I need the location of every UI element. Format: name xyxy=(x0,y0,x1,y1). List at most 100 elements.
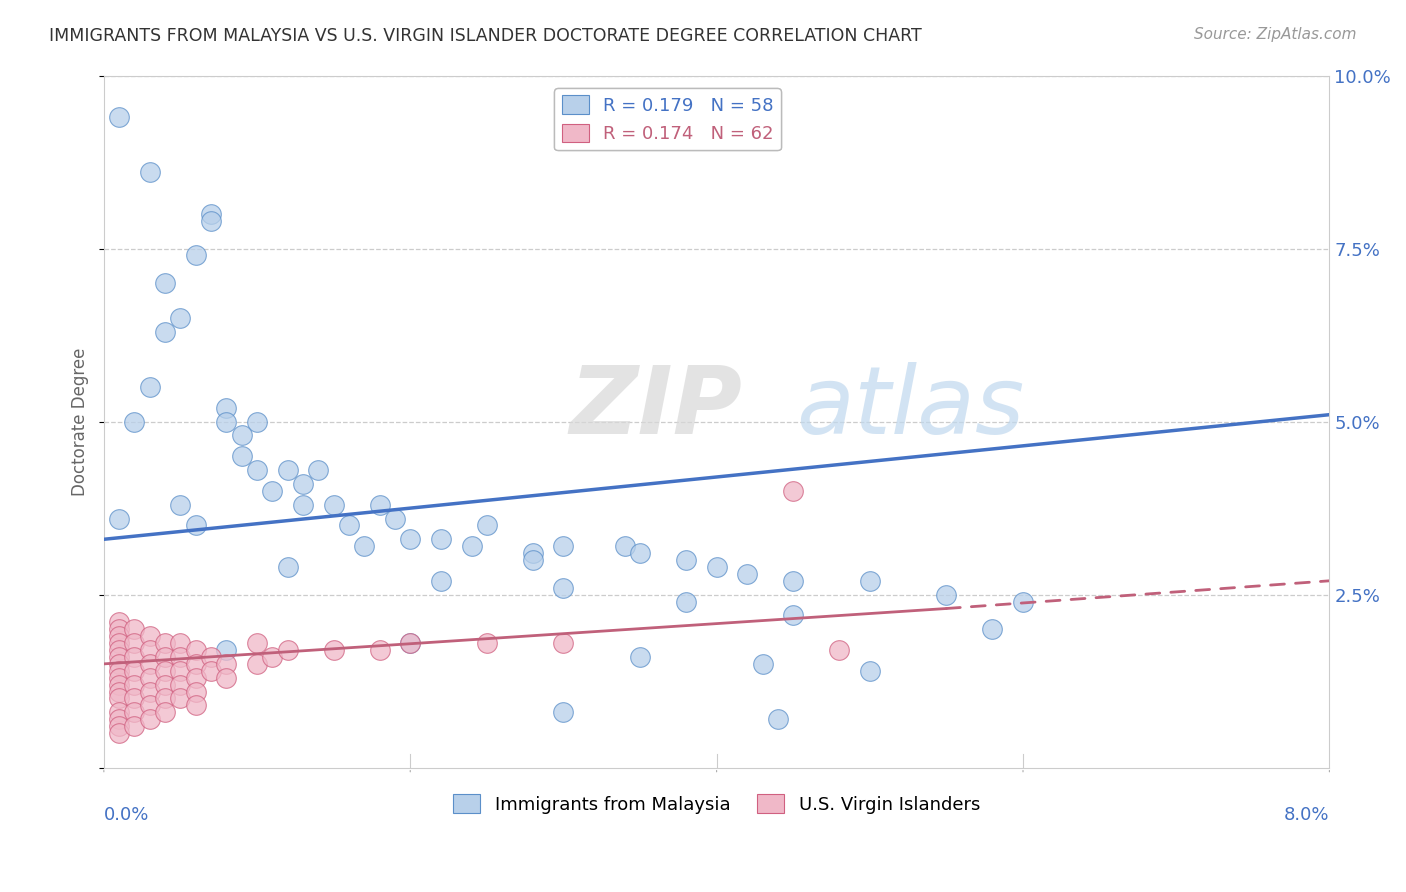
Point xyxy=(751,657,773,671)
Point xyxy=(246,636,269,650)
Point xyxy=(353,539,375,553)
Point xyxy=(553,539,575,553)
Point xyxy=(169,636,191,650)
Point xyxy=(139,629,162,643)
Point xyxy=(108,664,131,678)
Point xyxy=(322,498,344,512)
Point xyxy=(169,649,191,664)
Point xyxy=(246,415,269,429)
Point xyxy=(706,560,728,574)
Point xyxy=(169,498,191,512)
Point xyxy=(108,622,131,636)
Point xyxy=(277,643,299,657)
Point xyxy=(153,691,176,706)
Point xyxy=(215,401,238,415)
Point xyxy=(184,643,207,657)
Point xyxy=(184,684,207,698)
Point xyxy=(108,110,131,124)
Point xyxy=(735,566,758,581)
Point xyxy=(124,415,146,429)
Point xyxy=(139,165,162,179)
Legend: R = 0.179   N = 58, R = 0.174   N = 62: R = 0.179 N = 58, R = 0.174 N = 62 xyxy=(554,88,780,150)
Point xyxy=(153,325,176,339)
Point xyxy=(124,678,146,692)
Point xyxy=(430,574,453,588)
Point xyxy=(108,657,131,671)
Point xyxy=(153,706,176,720)
Point xyxy=(153,649,176,664)
Point xyxy=(292,498,315,512)
Point xyxy=(215,657,238,671)
Point xyxy=(1012,594,1035,608)
Point xyxy=(153,276,176,290)
Point xyxy=(108,719,131,733)
Point xyxy=(399,636,422,650)
Point xyxy=(231,449,253,463)
Point xyxy=(522,553,544,567)
Point xyxy=(675,594,697,608)
Point xyxy=(553,706,575,720)
Point xyxy=(139,380,162,394)
Point xyxy=(108,629,131,643)
Point xyxy=(859,574,882,588)
Point xyxy=(124,691,146,706)
Text: 8.0%: 8.0% xyxy=(1284,805,1330,824)
Point xyxy=(169,691,191,706)
Point xyxy=(384,511,406,525)
Point xyxy=(108,511,131,525)
Point xyxy=(553,581,575,595)
Point xyxy=(184,518,207,533)
Point xyxy=(108,636,131,650)
Point xyxy=(399,533,422,547)
Point xyxy=(782,483,804,498)
Point xyxy=(292,476,315,491)
Point xyxy=(277,560,299,574)
Point xyxy=(782,574,804,588)
Point xyxy=(124,706,146,720)
Point xyxy=(108,691,131,706)
Point xyxy=(322,643,344,657)
Point xyxy=(613,539,636,553)
Point xyxy=(108,678,131,692)
Point xyxy=(231,428,253,442)
Text: Source: ZipAtlas.com: Source: ZipAtlas.com xyxy=(1194,27,1357,42)
Point xyxy=(215,643,238,657)
Point xyxy=(200,214,222,228)
Point xyxy=(139,657,162,671)
Point xyxy=(184,671,207,685)
Point xyxy=(277,463,299,477)
Point xyxy=(262,483,284,498)
Point xyxy=(108,615,131,630)
Point xyxy=(368,498,391,512)
Point xyxy=(782,608,804,623)
Point xyxy=(200,207,222,221)
Point xyxy=(859,664,882,678)
Point xyxy=(475,636,498,650)
Point xyxy=(108,649,131,664)
Point xyxy=(184,248,207,262)
Point xyxy=(184,657,207,671)
Point xyxy=(628,546,651,560)
Point xyxy=(153,664,176,678)
Point xyxy=(628,649,651,664)
Point xyxy=(981,622,1004,636)
Point xyxy=(430,533,453,547)
Point xyxy=(262,649,284,664)
Point xyxy=(124,636,146,650)
Point xyxy=(153,636,176,650)
Point xyxy=(124,664,146,678)
Point xyxy=(139,712,162,726)
Point xyxy=(153,678,176,692)
Point xyxy=(184,698,207,713)
Point xyxy=(246,463,269,477)
Point xyxy=(169,310,191,325)
Point xyxy=(246,657,269,671)
Point xyxy=(108,643,131,657)
Point xyxy=(828,643,851,657)
Point xyxy=(337,518,360,533)
Point xyxy=(475,518,498,533)
Point xyxy=(200,664,222,678)
Point xyxy=(553,636,575,650)
Point xyxy=(307,463,329,477)
Point xyxy=(169,678,191,692)
